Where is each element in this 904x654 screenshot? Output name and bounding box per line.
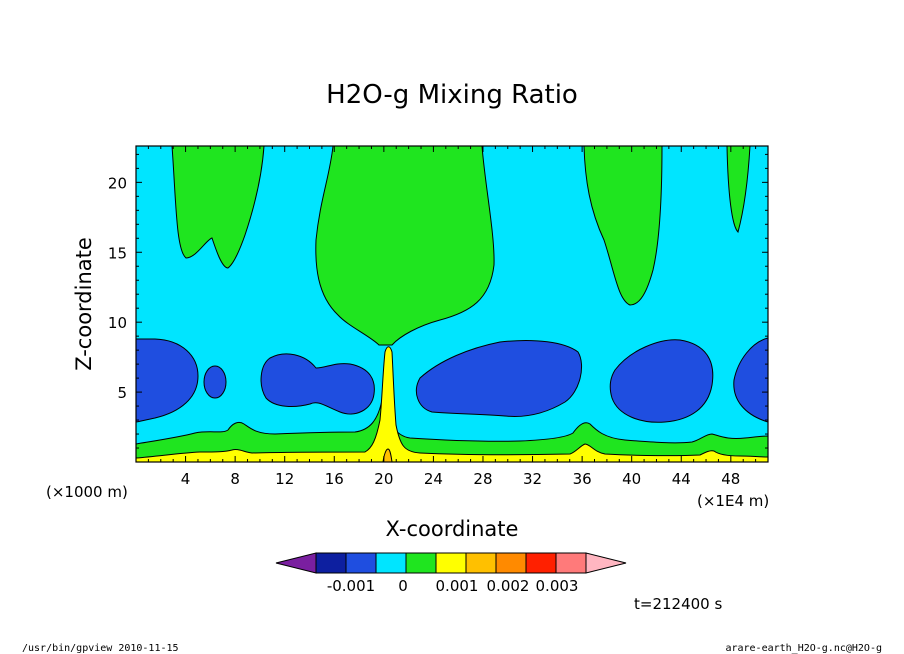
colorbar-swatch (435, 552, 467, 574)
chart-title: H2O-g Mixing Ratio (326, 80, 578, 110)
x-axis: 4 8 12 16 20 24 28 32 36 40 44 48 (147, 146, 757, 488)
x-tick-label: 12 (275, 470, 294, 488)
near-surface-moist-band (136, 399, 768, 462)
colorbar-label: 0.002 (487, 577, 530, 595)
colorbar-swatch (555, 552, 587, 574)
colorbar-labels: -0.001 0 0.001 0.002 0.003 (327, 577, 579, 595)
far-right-moist-column (726, 146, 751, 233)
colorbar-label: -0.001 (327, 577, 375, 595)
plot-frame (135, 145, 769, 463)
time-label: t=212400 s (634, 595, 722, 613)
x-tick-label: 4 (181, 470, 191, 488)
colorbar-label: 0 (398, 577, 408, 595)
dry-pocket-small (203, 365, 227, 399)
contour-field (136, 146, 768, 462)
colorbar-label: 0.001 (436, 577, 479, 595)
footer-right: arare-earth_H2O-g.nc@H2O-g (725, 643, 882, 654)
x-tick-label: 44 (672, 470, 691, 488)
y-axis: 5 10 15 20 (108, 153, 768, 449)
dry-pocket-large (416, 340, 582, 417)
x-unit-left: (×1000 m) (46, 483, 128, 501)
upper-moist-column (171, 146, 265, 269)
colorbar-swatch (525, 552, 557, 574)
y-tick-label: 20 (108, 174, 127, 192)
near-surface-yellow-layer (136, 346, 768, 462)
x-tick-label: 40 (622, 470, 641, 488)
x-tick-label: 24 (424, 470, 443, 488)
footer-left: /usr/bin/gpview 2010-11-15 (22, 643, 179, 654)
x-tick-label: 32 (523, 470, 542, 488)
colorbar-swatch-over (585, 552, 627, 574)
y-axis-label: Z-coordinate (72, 237, 96, 371)
dry-pocket-left (136, 338, 199, 423)
colorbar-swatch (315, 552, 347, 574)
colorbar-swatch (495, 552, 527, 574)
x-tick-label: 36 (573, 470, 592, 488)
x-tick-label: 16 (325, 470, 344, 488)
y-tick-label: 5 (117, 384, 127, 402)
colorbar-swatch (465, 552, 497, 574)
dry-pocket-edge (733, 337, 768, 423)
x-unit-right: (×1E4 m) (697, 492, 769, 510)
dry-pocket-right (609, 339, 714, 423)
y-tick-label: 10 (108, 314, 127, 332)
colorbar-swatch-under (275, 552, 317, 574)
x-tick-label: 8 (230, 470, 240, 488)
y-tick-label: 15 (108, 244, 127, 262)
x-axis-label: X-coordinate (386, 517, 519, 541)
plume-inner-contour (382, 448, 393, 462)
colorbar-swatch (405, 552, 437, 574)
dry-pocket-mid (260, 353, 375, 415)
colorbar-swatch (345, 552, 377, 574)
x-tick-label: 48 (721, 470, 740, 488)
x-tick-label: 20 (374, 470, 393, 488)
colorbar-swatch (375, 552, 407, 574)
central-moist-column (315, 146, 495, 346)
colorbar-label: 0.003 (536, 577, 579, 595)
x-tick-label: 28 (473, 470, 492, 488)
right-moist-column (583, 146, 663, 306)
colorbar (275, 552, 627, 574)
